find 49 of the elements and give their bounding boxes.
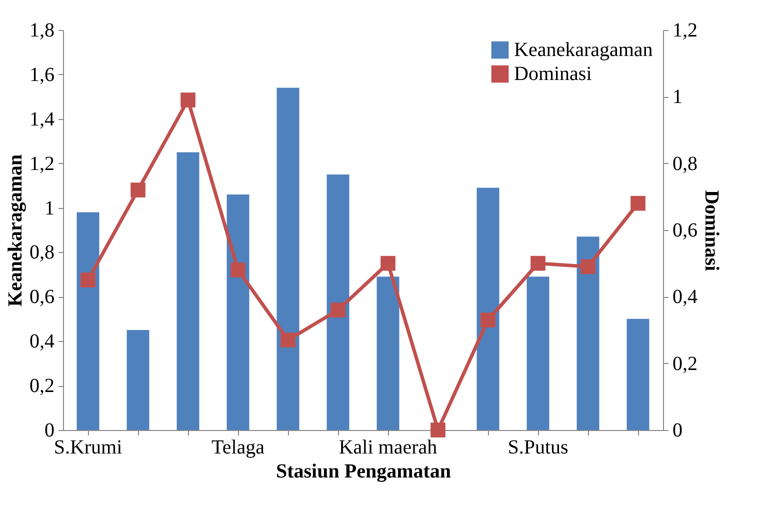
- bar: [376, 276, 400, 430]
- point: [280, 332, 296, 348]
- bar: [176, 152, 200, 430]
- x-tick-label: Telaga: [211, 436, 265, 458]
- y-tick-label: 1,4: [30, 108, 54, 130]
- point: [380, 256, 396, 271]
- x-tick-label: S.Krumi: [54, 436, 123, 458]
- point: [580, 259, 596, 274]
- y-tick-label: 0: [44, 420, 54, 442]
- point: [630, 196, 646, 211]
- y2-tick-label: 1,2: [672, 20, 698, 42]
- x-tick-label: S.Putus: [508, 436, 569, 458]
- bar: [326, 174, 350, 430]
- y-tick-label: 0,4: [30, 330, 54, 353]
- x-axis-title: Stasiun Pengamatan: [276, 460, 452, 482]
- y-tick-label: 0,2: [30, 375, 54, 398]
- y-tick-label: 0,8: [30, 242, 54, 264]
- bar: [476, 188, 500, 430]
- point: [230, 262, 246, 278]
- bar: [626, 318, 650, 430]
- point: [130, 182, 146, 198]
- y-tick-label: 1,2: [30, 152, 54, 175]
- y2-tick-label: 0,2: [672, 352, 698, 375]
- y2-tick-label: 0: [672, 420, 682, 442]
- bar: [126, 330, 150, 430]
- point: [330, 302, 346, 318]
- y2-axis-title: Dominasi: [700, 190, 722, 272]
- point: [80, 272, 96, 288]
- y-tick-label: 1,8: [30, 20, 54, 42]
- y-tick-label: 1,6: [30, 64, 54, 86]
- bar: [276, 88, 300, 430]
- y2-tick-label: 1: [672, 86, 682, 108]
- point: [530, 256, 546, 271]
- bar: [226, 194, 250, 430]
- y2-tick-label: 0,4: [672, 286, 698, 308]
- y2-tick-label: 0,8: [672, 152, 698, 175]
- bar: [576, 236, 600, 430]
- point: [180, 92, 196, 108]
- y-axis-title: Keanekaragaman: [4, 154, 26, 307]
- point: [480, 312, 496, 328]
- legend-label: Keanekaragaman: [514, 39, 653, 61]
- bar: [76, 212, 100, 430]
- x-tick-label: Kali maerah: [338, 436, 438, 458]
- y-tick-label: 0,6: [30, 286, 54, 308]
- bar: [526, 276, 550, 430]
- y2-tick-label: 0,6: [672, 220, 698, 242]
- y-tick-label: 1: [44, 197, 54, 220]
- point: [430, 422, 446, 438]
- legend-label: Dominasi: [514, 63, 592, 85]
